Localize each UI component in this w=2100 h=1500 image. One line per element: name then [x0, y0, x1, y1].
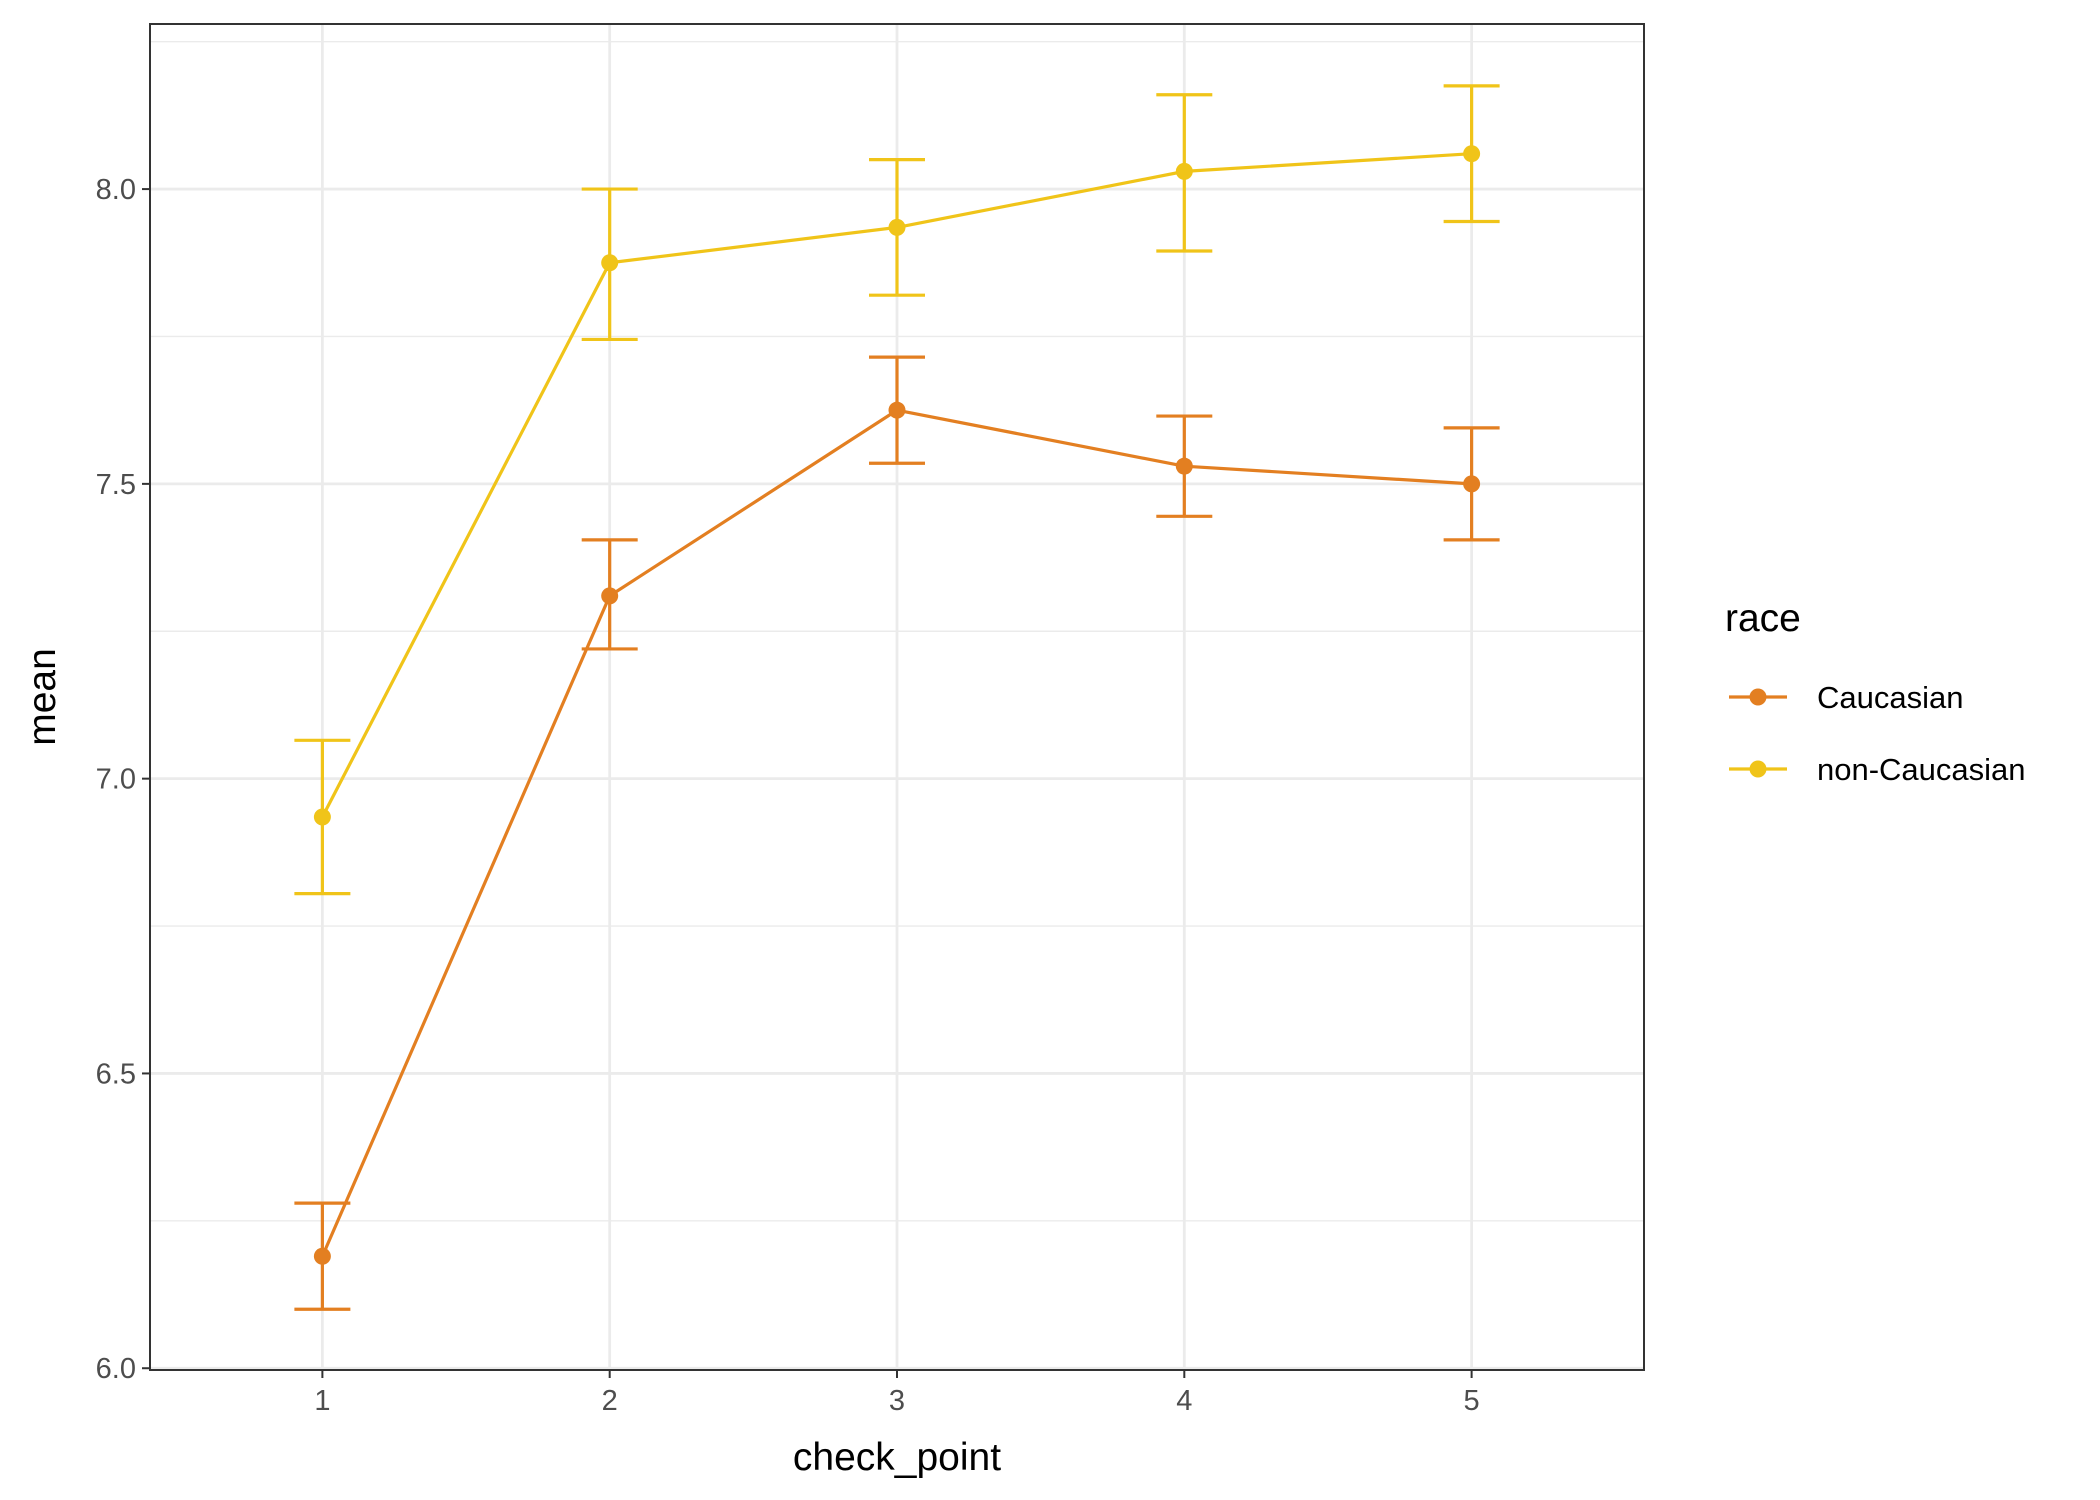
legend-key-point — [1749, 688, 1767, 706]
x-axis-tick-labels: 1 2 3 4 5 — [314, 1385, 1479, 1417]
data-point — [601, 587, 619, 605]
x-tick-label: 4 — [1176, 1385, 1192, 1417]
legend-label: non-Caucasian — [1817, 752, 2026, 787]
x-tick-label: 2 — [602, 1385, 618, 1417]
axis-ticks — [142, 188, 1473, 1378]
series-layer — [294, 84, 1500, 1311]
legend-key — [1729, 760, 1787, 778]
series-caucasian — [294, 355, 1500, 1311]
series-non-caucasian — [294, 84, 1500, 896]
data-point — [1463, 475, 1481, 493]
y-tick-label: 6.5 — [96, 1058, 136, 1090]
y-tick-label: 7.5 — [96, 469, 136, 501]
legend-key-point — [1749, 760, 1767, 778]
x-axis-title: check_point — [793, 1436, 1001, 1479]
y-axis-tick-labels: 6.0 6.5 7.0 7.5 8.0 — [96, 174, 136, 1385]
y-tick-label: 8.0 — [96, 174, 136, 206]
legend-key — [1729, 688, 1787, 706]
legend-label: Caucasian — [1817, 680, 1963, 715]
data-point — [601, 254, 619, 272]
data-point — [888, 218, 906, 236]
y-axis-title: mean — [21, 648, 64, 746]
data-point — [888, 401, 906, 419]
y-tick-label: 6.0 — [96, 1353, 136, 1385]
legend: race Caucasian non-Caucasian — [1725, 597, 2026, 787]
data-point — [313, 1247, 331, 1265]
data-point — [1175, 457, 1193, 475]
data-point — [1175, 162, 1193, 180]
x-tick-label: 3 — [889, 1385, 905, 1417]
data-point — [313, 808, 331, 826]
legend-title: race — [1725, 597, 1801, 640]
data-point — [1463, 145, 1481, 163]
x-tick-label: 1 — [314, 1385, 330, 1417]
y-tick-label: 7.0 — [96, 764, 136, 796]
x-tick-label: 5 — [1464, 1385, 1480, 1417]
